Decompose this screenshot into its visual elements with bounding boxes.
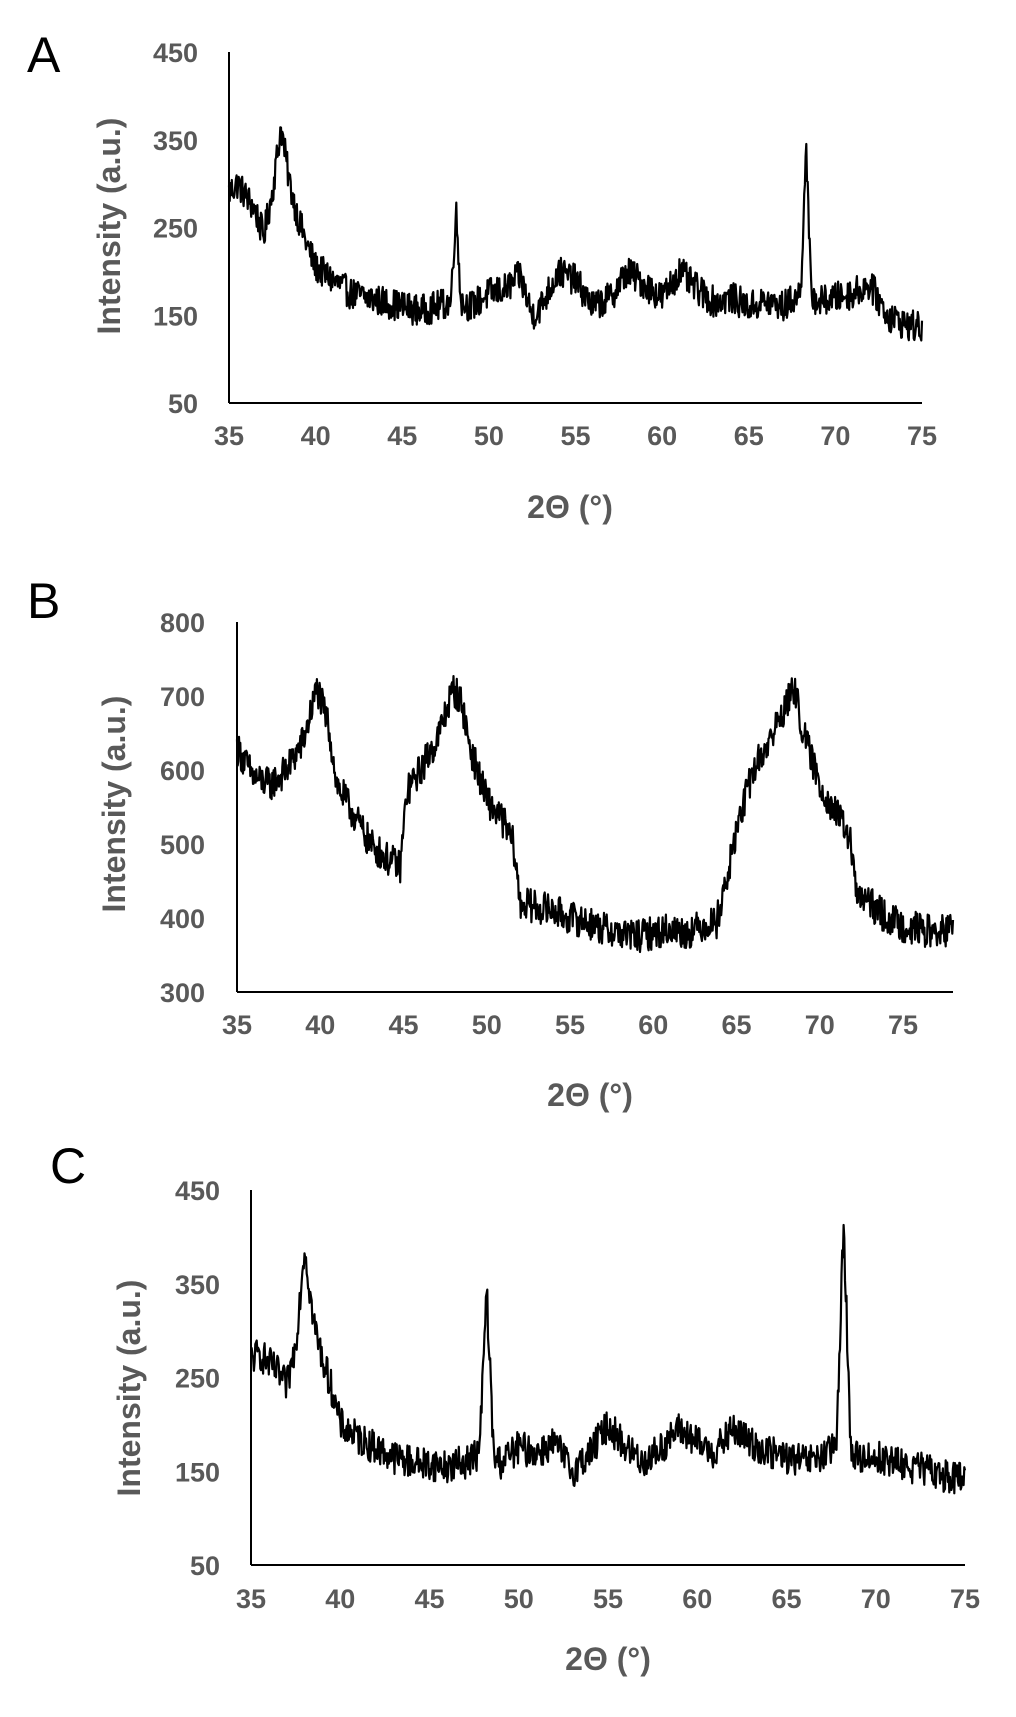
panel-b-x-tick-label: 50 bbox=[472, 1010, 502, 1040]
panel-a-x-tick-label: 75 bbox=[907, 421, 937, 451]
panel-b-y-tick-label: 300 bbox=[160, 978, 205, 1008]
panel-a-x-tick-label: 35 bbox=[214, 421, 244, 451]
panel-b-x-tick-label: 55 bbox=[555, 1010, 585, 1040]
panel-letter-c: C bbox=[50, 1138, 86, 1194]
panel-b-y-tick-label: 800 bbox=[160, 608, 205, 638]
panel-b-x-tick-label: 65 bbox=[722, 1010, 752, 1040]
panel-a: A Intensity (a.u.) 2Θ (°) 50 150 250 350 450… bbox=[27, 27, 937, 525]
panel-c-x-tick-label: 65 bbox=[771, 1584, 801, 1614]
panel-a-x-tick-label: 55 bbox=[560, 421, 590, 451]
panel-b-x-tick-label: 40 bbox=[305, 1010, 335, 1040]
panel-letter-b: B bbox=[27, 573, 60, 629]
panel-c-y-tick-label: 50 bbox=[190, 1551, 220, 1581]
panel-c-y-tick-label: 150 bbox=[175, 1457, 220, 1487]
panel-a-y-tick-label: 250 bbox=[153, 214, 198, 244]
panel-a-x-tick-label: 40 bbox=[301, 421, 331, 451]
panel-a-x-tick-label: 50 bbox=[474, 421, 504, 451]
panel-a-y-tick-label: 350 bbox=[153, 126, 198, 156]
panel-c-x-tick-label: 55 bbox=[593, 1584, 623, 1614]
panel-b-x-tick-label: 60 bbox=[638, 1010, 668, 1040]
panel-c-x-tick-label: 75 bbox=[950, 1584, 980, 1614]
panel-b-y-axis-title: Intensity (a.u.) bbox=[96, 696, 132, 913]
panel-c-x-tick-label: 45 bbox=[414, 1584, 444, 1614]
panel-c-x-tick-labels: 35 40 45 50 55 60 65 70 75 bbox=[236, 1584, 980, 1614]
panel-c-x-tick-label: 35 bbox=[236, 1584, 266, 1614]
panel-c: C Intensity (a.u.) 2Θ (°) 50 150 250 350 450… bbox=[50, 1138, 980, 1677]
panel-a-x-tick-label: 60 bbox=[647, 421, 677, 451]
panel-b-y-tick-label: 500 bbox=[160, 830, 205, 860]
panel-a-y-tick-labels: 50 150 250 350 450 bbox=[153, 38, 198, 419]
panel-a-y-tick-label: 150 bbox=[153, 301, 198, 331]
panel-b-x-tick-labels: 35 40 45 50 55 60 65 70 75 bbox=[222, 1010, 918, 1040]
panel-b-x-axis-title: 2Θ (°) bbox=[547, 1077, 633, 1113]
panel-c-y-tick-labels: 50 150 250 350 450 bbox=[175, 1176, 220, 1581]
panel-b: B Intensity (a.u.) 2Θ (°) 300 400 500 600 70… bbox=[27, 573, 955, 1113]
panel-c-x-tick-label: 70 bbox=[861, 1584, 891, 1614]
panel-c-x-tick-label: 60 bbox=[682, 1584, 712, 1614]
panel-c-x-axis-title: 2Θ (°) bbox=[565, 1641, 651, 1677]
panel-b-x-tick-label: 75 bbox=[888, 1010, 918, 1040]
panel-b-x-tick-label: 35 bbox=[222, 1010, 252, 1040]
panel-c-y-tick-label: 450 bbox=[175, 1176, 220, 1206]
panel-a-x-tick-label: 45 bbox=[387, 421, 417, 451]
panel-a-x-tick-label: 65 bbox=[734, 421, 764, 451]
panel-a-series-line bbox=[227, 126, 924, 342]
panel-c-x-tick-label: 40 bbox=[325, 1584, 355, 1614]
panel-letter-a: A bbox=[27, 27, 61, 83]
panel-b-y-tick-labels: 300 400 500 600 700 800 bbox=[160, 608, 205, 1008]
panel-a-x-tick-label: 70 bbox=[820, 421, 850, 451]
panel-c-y-axis-title: Intensity (a.u.) bbox=[111, 1280, 147, 1497]
panel-b-x-tick-label: 45 bbox=[388, 1010, 418, 1040]
panel-a-y-tick-label: 50 bbox=[168, 389, 198, 419]
panel-b-y-tick-label: 600 bbox=[160, 756, 205, 786]
panel-b-y-tick-label: 400 bbox=[160, 904, 205, 934]
panel-a-y-axis-title: Intensity (a.u.) bbox=[91, 118, 127, 335]
panel-c-x-tick-label: 50 bbox=[504, 1584, 534, 1614]
panel-b-y-tick-label: 700 bbox=[160, 682, 205, 712]
panel-c-y-tick-label: 350 bbox=[175, 1270, 220, 1300]
panel-a-y-tick-label: 450 bbox=[153, 38, 198, 68]
panel-b-x-tick-label: 70 bbox=[805, 1010, 835, 1040]
panel-c-series-line bbox=[250, 1223, 967, 1495]
panel-b-series-line bbox=[235, 674, 955, 954]
panel-a-x-axis-title: 2Θ (°) bbox=[527, 489, 613, 525]
panel-a-x-tick-labels: 35 40 45 50 55 60 65 70 75 bbox=[214, 421, 937, 451]
panel-c-y-tick-label: 250 bbox=[175, 1364, 220, 1394]
